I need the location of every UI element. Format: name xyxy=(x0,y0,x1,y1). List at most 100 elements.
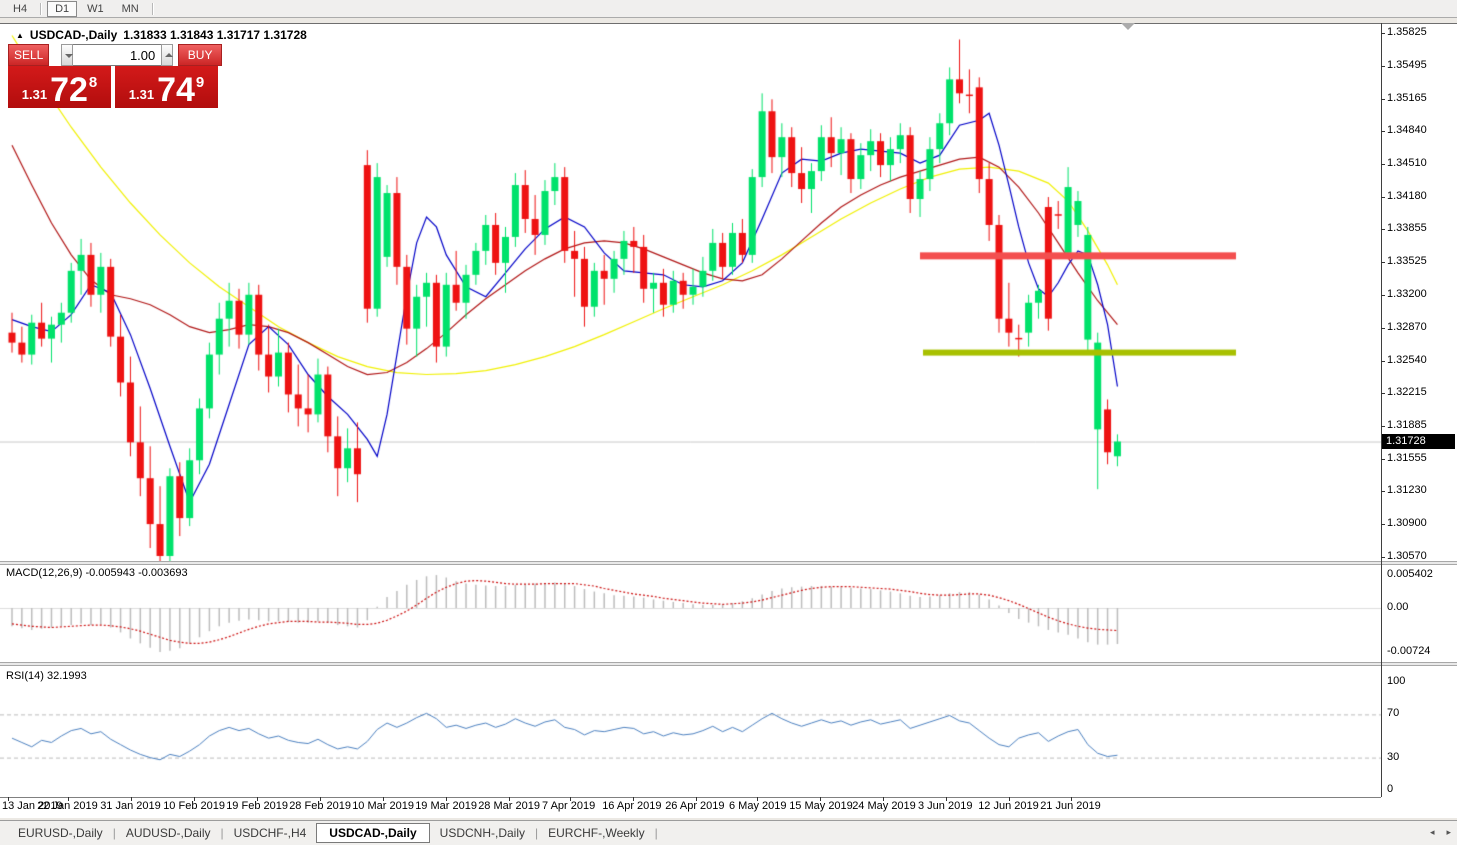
price-axis-label: 1.32215 xyxy=(1387,385,1427,398)
macd-axis-label: 0.005402 xyxy=(1387,568,1433,581)
macd-indicator-label: MACD(12,26,9) -0.005943 -0.003693 xyxy=(6,567,188,579)
price-axis-label: 1.31885 xyxy=(1387,418,1427,431)
date-axis-tick xyxy=(383,797,384,801)
price-axis-tick xyxy=(1381,491,1385,493)
price-axis-label: 1.35165 xyxy=(1387,91,1427,104)
date-axis-tick xyxy=(946,797,947,801)
price-axis-tick xyxy=(1381,327,1385,329)
price-axis-tick xyxy=(1381,164,1385,166)
date-axis-tick xyxy=(68,797,69,801)
date-axis-tick xyxy=(194,797,195,801)
date-axis-label: 31 Jan 2019 xyxy=(100,800,161,812)
date-axis-label: 28 Mar 2019 xyxy=(478,800,540,812)
price-axis-label: 1.31230 xyxy=(1387,484,1427,497)
sell-price-button[interactable]: 1.31 72 8 xyxy=(8,66,111,108)
date-axis-label: 10 Feb 2019 xyxy=(163,800,225,812)
date-axis-tick xyxy=(131,797,132,801)
period-button-w1[interactable]: W1 xyxy=(79,1,112,17)
date-axis-tick xyxy=(633,797,634,801)
tab-usdcnh[interactable]: USDCNH-,Daily xyxy=(439,826,525,840)
chevron-up-icon xyxy=(165,53,174,57)
tab-audusd[interactable]: AUDUSD-,Daily xyxy=(125,826,211,840)
rsi-chart-canvas[interactable] xyxy=(0,666,1381,796)
sell-button[interactable]: SELL xyxy=(8,44,50,66)
macd-chart-canvas[interactable] xyxy=(0,565,1381,661)
tabs-scroll-right-icon[interactable]: ▸ xyxy=(1446,827,1451,837)
rsi-axis-label: 30 xyxy=(1387,750,1400,763)
date-axis-label: 19 Mar 2019 xyxy=(415,800,477,812)
date-axis-tick xyxy=(696,797,697,801)
one-click-collapse-icon[interactable]: ▲ xyxy=(16,30,24,40)
buy-price-base: 1.31 xyxy=(128,87,155,102)
date-axis-tick xyxy=(257,797,258,801)
price-axis-label: 1.34840 xyxy=(1387,124,1427,137)
price-axis-label: 1.30570 xyxy=(1387,550,1427,562)
period-button-mn[interactable]: MN xyxy=(114,1,147,17)
price-axis-tick xyxy=(1381,425,1385,427)
rsi-axis-label: 70 xyxy=(1387,707,1400,720)
date-axis-tick xyxy=(509,797,510,801)
tab-eurchf[interactable]: EURCHF-,Weekly xyxy=(548,826,645,840)
rsi-splitter[interactable] xyxy=(0,662,1457,666)
tab-separator: | xyxy=(220,826,224,840)
rsi-axis-label: 100 xyxy=(1387,675,1406,687)
price-axis-line xyxy=(1381,23,1382,797)
price-axis-label: 1.32870 xyxy=(1387,320,1427,333)
sell-price-main: 72 xyxy=(50,71,88,110)
tab-usdchf[interactable]: USDCHF-,H4 xyxy=(233,826,307,840)
date-axis-line xyxy=(0,797,1381,798)
date-axis-label: 28 Feb 2019 xyxy=(289,800,351,812)
buy-price-main: 74 xyxy=(157,71,195,110)
date-axis-tick xyxy=(883,797,884,801)
period-button-h4[interactable]: H4 xyxy=(5,1,35,17)
price-axis-label: 1.34180 xyxy=(1387,190,1427,203)
tabs-scroll-left-icon[interactable]: ◂ xyxy=(1429,827,1435,837)
chevron-down-icon xyxy=(65,54,74,58)
date-axis-tick xyxy=(320,797,321,801)
buy-price-pip: 9 xyxy=(195,74,205,91)
price-chart-canvas[interactable] xyxy=(0,26,1381,561)
current-price-badge: 1.31728 xyxy=(1382,434,1455,449)
date-axis-tick xyxy=(570,797,571,801)
volume-decrease-button[interactable] xyxy=(61,44,74,66)
date-axis-label: 16 Apr 2019 xyxy=(602,800,662,812)
price-axis-tick xyxy=(1381,33,1385,34)
date-axis-label: 21 Jun 2019 xyxy=(1040,800,1101,812)
volume-input[interactable] xyxy=(73,44,162,66)
price-axis-tick xyxy=(1381,294,1385,296)
tab-usdcad[interactable]: USDCAD-,Daily xyxy=(316,823,430,843)
price-axis-label: 1.31555 xyxy=(1387,451,1427,464)
chart-ohlc-values: 1.31833 1.31843 1.31717 1.31728 xyxy=(123,28,307,42)
date-axis-label: 24 May 2019 xyxy=(852,800,916,812)
date-axis-tick xyxy=(820,797,821,801)
timeframe-toolbar: H4 D1 W1 MN xyxy=(0,0,1457,18)
price-axis-tick xyxy=(1381,131,1385,133)
buy-price-button[interactable]: 1.31 74 9 xyxy=(115,66,218,108)
chart-title: ▲ USDCAD-,Daily 1.31833 1.31843 1.31717 … xyxy=(16,28,307,42)
date-axis-label: 12 Jun 2019 xyxy=(978,800,1039,812)
sell-price-pip: 8 xyxy=(88,74,98,91)
price-axis-tick xyxy=(1381,98,1385,100)
chart-symbol-label: USDCAD-,Daily xyxy=(29,28,118,42)
rsi-indicator-label: RSI(14) 32.1993 xyxy=(6,670,87,682)
buy-button[interactable]: BUY xyxy=(178,44,222,66)
macd-axis-label: 0.00 xyxy=(1387,601,1409,613)
price-axis-tick xyxy=(1381,360,1385,362)
macd-splitter[interactable] xyxy=(0,561,1457,565)
date-axis-label: 13 Jan 2019 xyxy=(2,800,63,812)
price-axis-label: 1.33525 xyxy=(1387,255,1427,268)
period-button-d1[interactable]: D1 xyxy=(47,0,78,17)
date-axis-label: 15 May 2019 xyxy=(789,800,853,812)
price-axis-tick xyxy=(1381,524,1385,526)
date-axis-label: 3 Jun 2019 xyxy=(918,800,973,812)
price-axis-tick xyxy=(1381,458,1385,460)
chart-tabbar: EURUSD-,Daily | AUDUSD-,Daily | USDCHF-,H4 US… xyxy=(0,820,1457,845)
volume-increase-button[interactable] xyxy=(161,44,174,66)
price-axis-tick xyxy=(1381,65,1385,67)
tab-eurusd[interactable]: EURUSD-,Daily xyxy=(18,826,103,840)
chart-shift-marker-icon xyxy=(1121,23,1135,30)
price-axis-label: 1.30900 xyxy=(1387,517,1427,530)
price-axis-tick xyxy=(1381,229,1385,231)
